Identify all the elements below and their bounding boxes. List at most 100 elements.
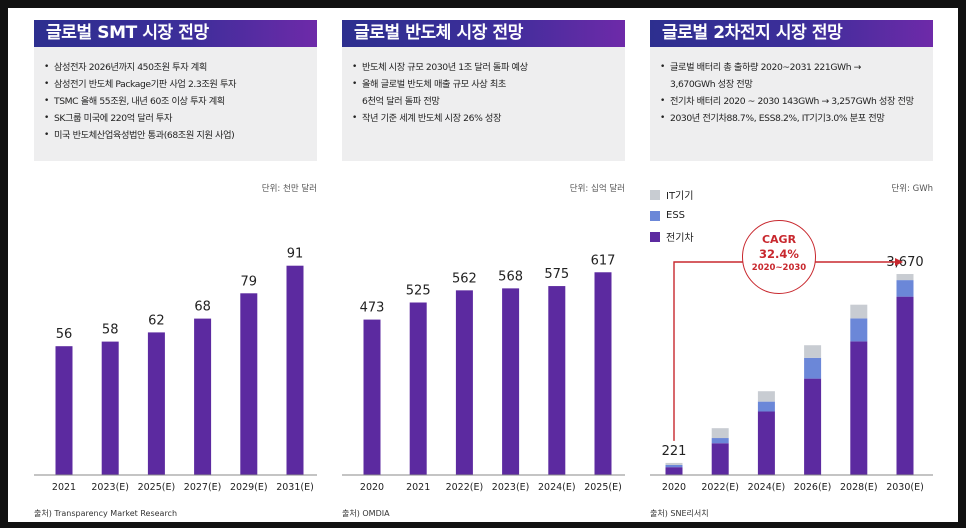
bar [147,332,165,475]
bullet-item: 올해 글로벌 반도체 매출 규모 사상 최초 [352,76,617,93]
unit-label: 단위: 십억 달러 [569,184,625,194]
legend-label: IT기기 [666,191,694,202]
data-label: 68 [194,300,211,315]
data-label: 575 [544,267,569,282]
bar [286,265,304,475]
stack-segment-ev [804,378,822,475]
source-note: 출처) Transparency Market Research [34,509,178,518]
bar [548,286,566,475]
semiconductor-market-panel: 글로벌 반도체 시장 전망 반도체 시장 규모 2030년 1조 달러 돌파 예… [342,20,625,520]
source-note: 출처) SNE리서치 [650,509,709,518]
bar [194,318,212,475]
stack-segment-it [850,304,868,319]
stack-segment-it [804,345,822,358]
x-tick-label: 2024(E) [748,482,786,492]
x-tick-label: 2023(E) [492,482,530,492]
stack-segment-it [757,391,775,402]
x-tick-label: 2020 [360,482,384,492]
bullet-item-continued: 3,670GWh 성장 전망 [670,79,753,90]
bullet-item: TSMC 올해 55조원, 내년 60조 이상 투자 계획 [44,93,309,110]
stack-segment-ess [757,401,775,412]
x-tick-label: 2021 [406,482,430,492]
x-tick-label: 2024(E) [538,482,576,492]
x-tick-label: 2028(E) [840,482,878,492]
battery-market-panel: 글로벌 2차전지 시장 전망 글로벌 배터리 총 출하량 2020~2031 2… [650,20,933,520]
stack-segment-it [896,274,914,281]
unit-label: 단위: 천만 달러 [261,184,317,194]
bullet-item: 삼성전기 반도체 Package기판 사업 2.3조원 투자 [44,76,309,93]
stack-segment-ess [804,357,822,379]
unit-label: 단위: GWh [891,184,933,194]
bullet-item: 미국 반도체산업육성법안 통과(68조원 지원 사업) [44,127,309,144]
stack-segment-ev [896,296,914,475]
bullet-box: 반도체 시장 규모 2030년 1조 달러 돌파 예상 올해 글로벌 반도체 매… [342,47,625,161]
bar [409,302,427,475]
stack-segment-ess [665,464,683,468]
x-tick-label: 2030(E) [886,482,924,492]
stack-segment-it [665,462,683,465]
data-label: 58 [102,323,119,338]
stack-segment-ev [711,443,729,475]
cagr-badge: CAGR 32.4% 2020~2030 [742,220,816,294]
chart-legend: IT기기 ESS 전기차 [650,184,694,247]
stack-segment-ev [850,341,868,475]
cagr-arrow-line [673,261,895,441]
data-label: 473 [360,301,385,316]
stack-segment-ess [896,280,914,297]
bullet-item: 작년 기준 세계 반도체 시장 26% 성장 [352,110,617,127]
stack-segment-ev [665,467,683,475]
total-label: 221 [662,444,687,459]
x-tick-label: 2025(E) [584,482,622,492]
bar [55,346,73,475]
panel-title: 글로벌 반도체 시장 전망 [342,20,625,47]
cagr-period: 2020~2030 [751,263,807,273]
bar [363,319,381,475]
x-tick-label: 2026(E) [794,482,832,492]
x-tick-label: 2022(E) [446,482,484,492]
legend-item-ess: ESS [650,205,694,226]
bullet-item: 삼성전자 2026년까지 450조원 투자 계획 [44,59,309,76]
data-label: 91 [287,247,304,262]
stack-segment-ev [757,411,775,475]
bar [594,272,612,475]
bullet-item: SK그룹 미국에 220억 달러 투자 [44,110,309,127]
cagr-label: CAGR [761,233,797,246]
x-tick-label: 2029(E) [230,482,268,492]
bullet-item-continued: 6천억 달러 돌파 전망 [362,96,440,107]
legend-swatch [650,231,660,242]
semiconductor-bar-chart: 473 2020 525 2021 562 2022(E) 568 2023(E) 575 202… [342,253,625,492]
cagr-value: 32.4% [759,247,799,261]
bullet-box: 글로벌 배터리 총 출하량 2020~2031 221GWh → 3,670GW… [650,47,933,161]
bar [502,288,520,475]
stack-segment-ess [711,438,729,444]
bullet-item: 2030년 전기차88.7%, ESS8.2%, IT기기3.0% 분포 전망 [660,110,925,127]
cagr-arrowhead [895,258,903,266]
x-tick-label: 2025(E) [138,482,176,492]
bullet-item: 글로벌 배터리 총 출하량 2020~2031 221GWh → [660,59,925,76]
legend-swatch [650,210,660,221]
bar [455,290,473,475]
data-label: 568 [498,269,523,284]
bullet-item: 전기차 배터리 2020 ~ 2030 143GWh → 3,257GWh 성장… [660,93,925,110]
battery-stacked-bar-chart: 2020 221 2022(E) 2024(E) 2026(E) 2028(E) 2030(… [650,255,933,492]
stack-segment-ess [850,318,868,342]
x-tick-label: 2020 [662,482,686,492]
legend-label: ESS [666,210,686,221]
bullet-item: 반도체 시장 규모 2030년 1조 달러 돌파 예상 [352,59,617,76]
legend-item-ev: 전기차 [650,226,694,247]
x-tick-label: 2021 [52,482,76,492]
bullet-box: 삼성전자 2026년까지 450조원 투자 계획 삼성전기 반도체 Packag… [34,47,317,161]
data-label: 525 [406,284,431,299]
smt-bar-chart: 56 2021 58 2023(E) 62 2025(E) 68 2027(E) 79 2029(… [34,247,317,492]
x-tick-label: 2022(E) [701,482,739,492]
legend-item-it: IT기기 [650,184,694,205]
source-note: 출처) OMDIA [342,509,390,518]
panel-title: 글로벌 SMT 시장 전망 [34,20,317,47]
data-label: 56 [56,327,73,342]
infographic-page: 글로벌 SMT 시장 전망 삼성전자 2026년까지 450조원 투자 계획 삼… [8,8,958,522]
x-tick-label: 2027(E) [184,482,222,492]
x-tick-label: 2023(E) [91,482,129,492]
data-label: 62 [148,313,165,328]
x-tick-label: 2031(E) [276,482,314,492]
data-label: 562 [452,271,477,286]
